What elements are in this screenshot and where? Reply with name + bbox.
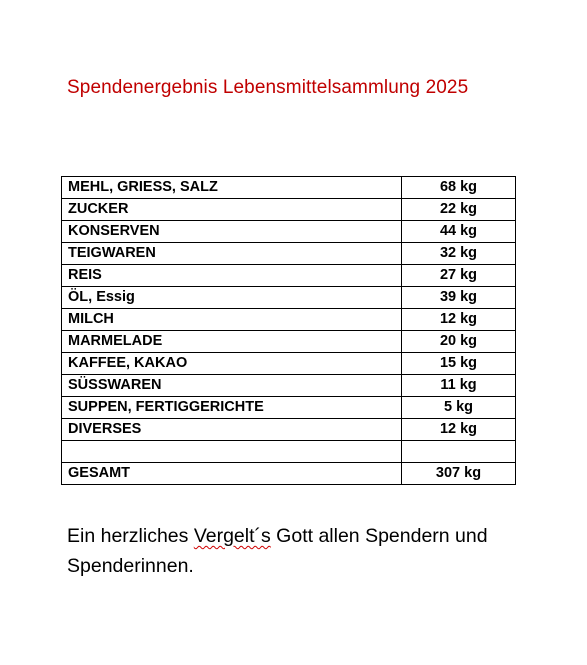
- table-row: REIS 27 kg: [61, 264, 516, 287]
- table-row-empty: [61, 440, 516, 463]
- item-cell: MILCH: [61, 308, 402, 331]
- amount-cell: [401, 440, 516, 463]
- table-row: MEHL, GRIESS, SALZ 68 kg: [61, 176, 516, 199]
- amount-cell: 5 kg: [401, 396, 516, 419]
- amount-cell: 68 kg: [401, 176, 516, 199]
- amount-cell: 11 kg: [401, 374, 516, 397]
- item-cell: SÜSSWAREN: [61, 374, 402, 397]
- item-cell: MEHL, GRIESS, SALZ: [61, 176, 402, 199]
- item-cell: [61, 440, 402, 463]
- total-label: GESAMT: [61, 461, 402, 485]
- item-cell: KONSERVEN: [61, 220, 402, 243]
- amount-cell: 39 kg: [401, 286, 516, 309]
- item-cell: TEIGWAREN: [61, 242, 402, 265]
- amount-cell: 12 kg: [401, 308, 516, 331]
- table-row: DIVERSES 12 kg: [61, 418, 516, 441]
- amount-cell: 12 kg: [401, 418, 516, 441]
- closing-text-start: Ein herzliches: [67, 525, 194, 547]
- table-row: ÖL, Essig 39 kg: [61, 286, 516, 309]
- table-row: MARMELADE 20 kg: [61, 330, 516, 353]
- item-cell: SUPPEN, FERTIGGERICHTE: [61, 396, 402, 419]
- document-title: Spendenergebnis Lebensmittelsammlung 202…: [67, 77, 469, 98]
- table-row: KONSERVEN 44 kg: [61, 220, 516, 243]
- amount-cell: 32 kg: [401, 242, 516, 265]
- item-cell: DIVERSES: [61, 418, 402, 441]
- table-row: SÜSSWAREN 11 kg: [61, 374, 516, 397]
- closing-message: Ein herzliches Vergelt´s Gott allen Spen…: [67, 521, 537, 581]
- closing-text-end: Gott allen Spendern und Spenderinnen.: [67, 525, 488, 577]
- item-cell: REIS: [61, 264, 402, 287]
- item-cell: ZUCKER: [61, 198, 402, 221]
- amount-cell: 22 kg: [401, 198, 516, 221]
- total-amount: 307 kg: [401, 461, 516, 485]
- item-cell: ÖL, Essig: [61, 286, 402, 309]
- donation-table: MEHL, GRIESS, SALZ 68 kg ZUCKER 22 kg KO…: [61, 176, 516, 485]
- item-cell: KAFFEE, KAKAO: [61, 352, 402, 375]
- total-row: GESAMT 307 kg: [61, 461, 516, 485]
- amount-cell: 15 kg: [401, 352, 516, 375]
- table-row: TEIGWAREN 32 kg: [61, 242, 516, 265]
- table-row: SUPPEN, FERTIGGERICHTE 5 kg: [61, 396, 516, 419]
- table-row: KAFFEE, KAKAO 15 kg: [61, 352, 516, 375]
- spellcheck-marked-word[interactable]: Vergelt´s: [193, 525, 271, 547]
- item-cell: MARMELADE: [61, 330, 402, 353]
- amount-cell: 44 kg: [401, 220, 516, 243]
- table-row: ZUCKER 22 kg: [61, 198, 516, 221]
- amount-cell: 20 kg: [401, 330, 516, 353]
- amount-cell: 27 kg: [401, 264, 516, 287]
- table-row: MILCH 12 kg: [61, 308, 516, 331]
